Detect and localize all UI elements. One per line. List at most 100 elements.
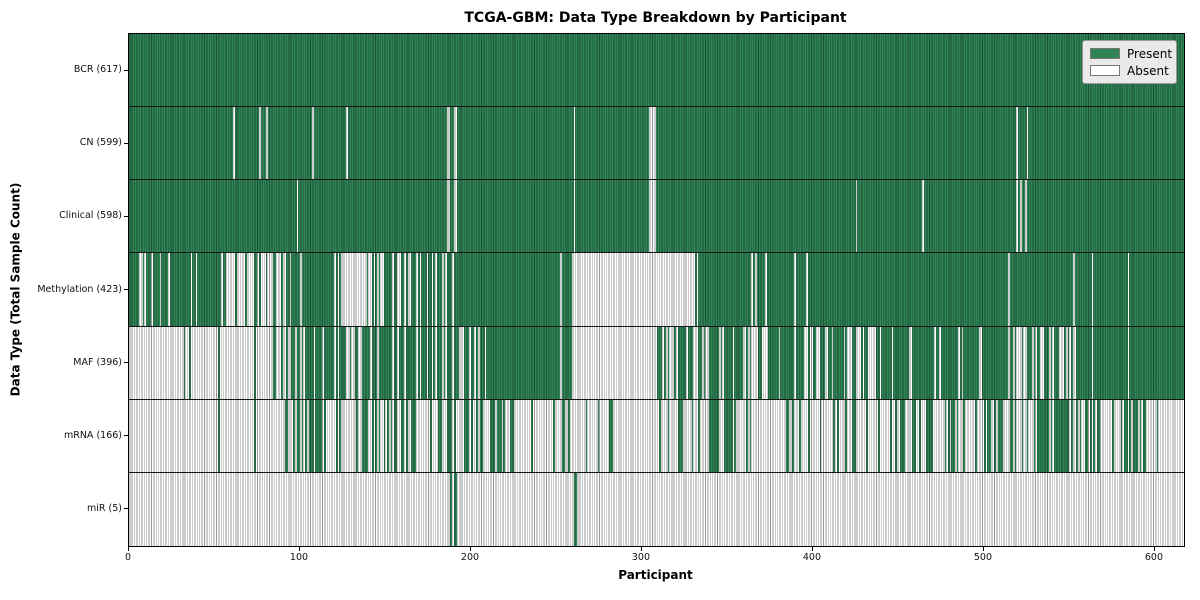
present-run xyxy=(1026,399,1029,472)
present-run xyxy=(1089,399,1092,472)
legend: Present Absent xyxy=(1082,40,1177,84)
present-run xyxy=(918,399,921,472)
present-run xyxy=(746,326,748,399)
present-run xyxy=(1050,399,1053,472)
present-run xyxy=(987,399,991,472)
x-tick-label: 600 xyxy=(1144,552,1163,563)
present-run xyxy=(724,399,733,472)
present-run xyxy=(845,326,848,399)
present-run xyxy=(674,326,677,399)
present-run xyxy=(399,326,405,399)
present-run xyxy=(411,399,417,472)
present-run xyxy=(768,326,779,399)
present-run xyxy=(575,180,649,253)
present-run xyxy=(457,107,574,180)
heatmap-row-bcr xyxy=(129,34,1184,108)
present-run xyxy=(753,253,755,326)
present-run xyxy=(375,399,377,472)
present-run xyxy=(924,180,1017,253)
present-run xyxy=(470,399,473,472)
present-run xyxy=(895,399,897,472)
present-run xyxy=(677,326,687,399)
present-run xyxy=(438,399,442,472)
present-run xyxy=(339,399,342,472)
present-run xyxy=(1076,399,1078,472)
present-run xyxy=(301,399,304,472)
present-run xyxy=(585,399,588,472)
chart-title: TCGA-GBM: Data Type Breakdown by Partici… xyxy=(464,10,847,26)
x-tick-mark xyxy=(469,546,471,551)
present-run xyxy=(1120,399,1123,472)
present-run xyxy=(361,326,371,399)
present-run xyxy=(323,326,335,399)
present-run xyxy=(503,399,506,472)
present-run xyxy=(421,253,427,326)
present-run xyxy=(272,253,277,326)
present-run xyxy=(1096,399,1101,472)
present-run xyxy=(836,399,839,472)
x-tick-mark xyxy=(640,546,642,551)
present-run xyxy=(129,34,1184,107)
present-run xyxy=(766,253,795,326)
present-run xyxy=(464,326,470,399)
present-run xyxy=(394,253,398,326)
present-run xyxy=(785,399,789,472)
present-run xyxy=(659,399,661,472)
x-tick-label: 400 xyxy=(802,552,822,563)
present-run xyxy=(795,326,805,399)
present-run xyxy=(597,399,600,472)
present-run xyxy=(265,253,268,326)
y-tick-label: BCR (617) xyxy=(73,64,122,76)
present-run xyxy=(428,253,432,326)
present-run xyxy=(1036,326,1041,399)
present-run xyxy=(496,399,502,472)
present-run xyxy=(698,326,702,399)
present-run xyxy=(655,107,1017,180)
x-tick-label: 200 xyxy=(460,552,480,563)
present-run xyxy=(881,326,892,399)
present-run xyxy=(857,180,923,253)
present-run xyxy=(812,326,817,399)
present-run xyxy=(720,326,723,399)
present-run xyxy=(428,326,432,399)
present-run xyxy=(573,472,577,546)
present-run xyxy=(799,399,801,472)
present-run xyxy=(296,326,300,399)
x-tick-mark xyxy=(128,546,129,551)
present-run xyxy=(667,326,670,399)
present-run xyxy=(453,253,560,326)
present-run xyxy=(877,399,880,472)
x-tick-mark xyxy=(811,546,813,551)
present-run xyxy=(807,326,810,399)
present-run xyxy=(746,399,748,472)
present-run xyxy=(323,399,326,472)
present-run xyxy=(378,399,381,472)
present-run xyxy=(281,326,283,399)
present-run xyxy=(997,399,1003,472)
present-run xyxy=(1076,326,1092,399)
legend-entry-present: Present xyxy=(1090,46,1172,61)
present-run xyxy=(756,253,766,326)
present-run xyxy=(146,253,152,326)
present-run xyxy=(417,326,420,399)
present-run xyxy=(371,326,377,399)
present-run xyxy=(479,326,485,399)
present-run xyxy=(183,326,186,399)
present-run xyxy=(1093,253,1128,326)
present-run xyxy=(912,326,935,399)
present-run xyxy=(1033,399,1036,472)
present-run xyxy=(258,253,261,326)
present-run xyxy=(1054,399,1070,472)
present-run xyxy=(308,399,314,472)
present-run xyxy=(698,399,701,472)
present-run xyxy=(664,326,666,399)
y-tick-label: miR (5) xyxy=(87,502,122,514)
present-run xyxy=(417,253,420,326)
present-run xyxy=(982,326,1008,399)
present-run xyxy=(691,399,694,472)
present-run xyxy=(129,107,234,180)
heatmap-row-maf xyxy=(129,326,1184,400)
present-run xyxy=(235,253,237,326)
x-tick-mark xyxy=(1153,546,1155,551)
present-run xyxy=(387,399,389,472)
